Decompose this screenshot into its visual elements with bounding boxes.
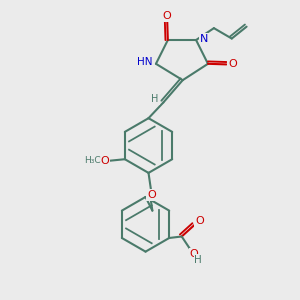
Text: O: O (195, 216, 204, 226)
Text: H₃C: H₃C (84, 156, 100, 165)
Text: O: O (163, 11, 172, 21)
Text: N: N (200, 34, 208, 44)
Text: H: H (194, 255, 202, 265)
Text: O: O (147, 190, 156, 200)
Text: O: O (190, 249, 199, 259)
Text: HN: HN (137, 57, 152, 67)
Text: O: O (228, 59, 237, 69)
Text: O: O (100, 156, 109, 166)
Text: H: H (152, 94, 159, 104)
